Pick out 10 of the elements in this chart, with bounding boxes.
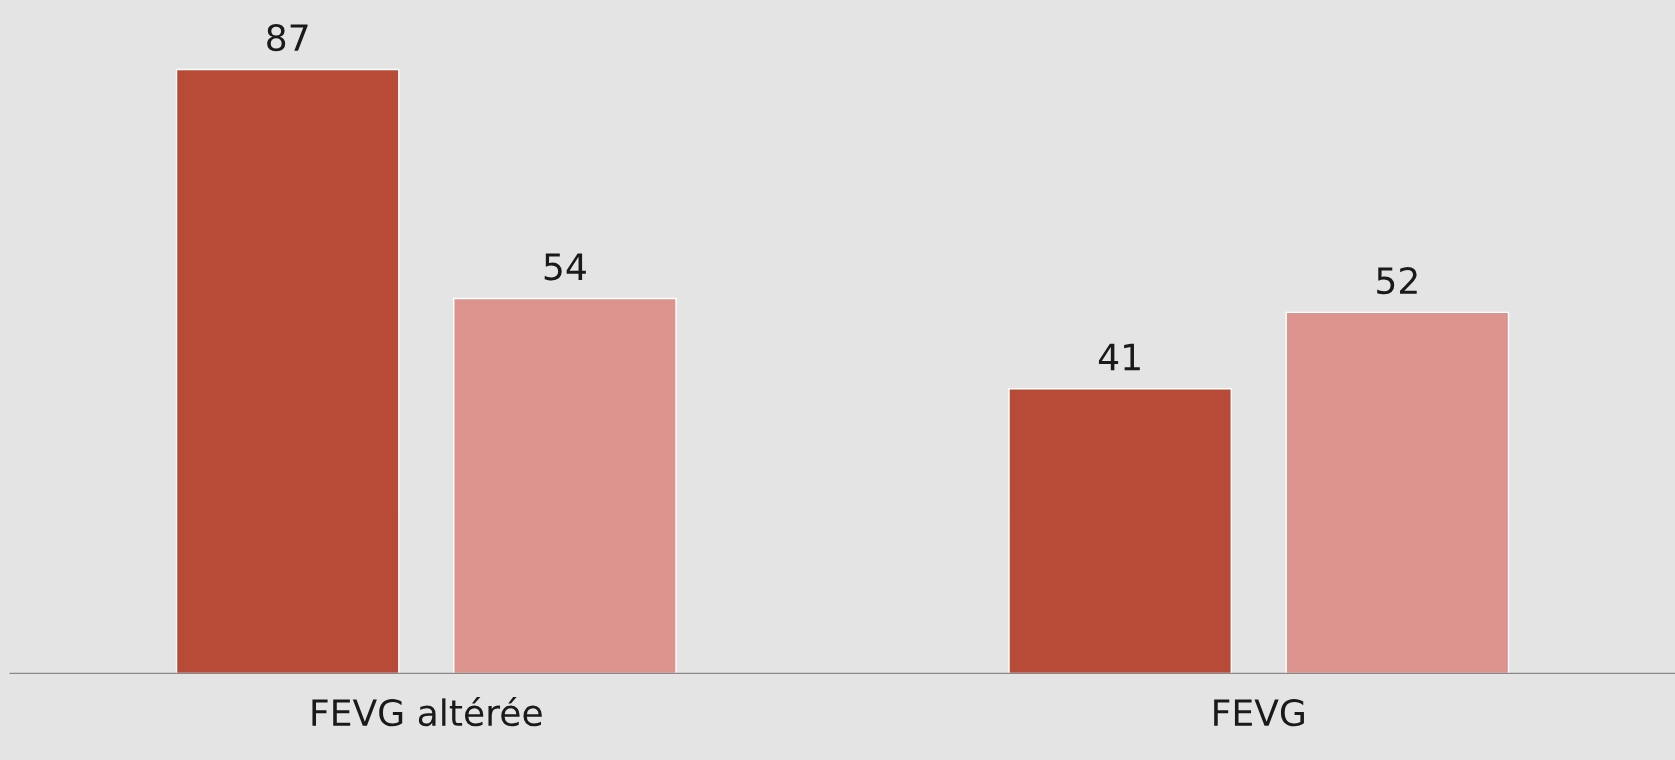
- data-label: 54: [544, 253, 586, 281]
- data-label: 52: [1377, 266, 1417, 295]
- x-tick-label: FEVG: [1214, 699, 1304, 727]
- bar: [453, 297, 677, 674]
- bar: [1008, 388, 1232, 674]
- data-label: 41: [1098, 343, 1140, 371]
- data-label: 87: [267, 24, 308, 52]
- bar: [175, 68, 400, 674]
- x-tick-label: FEVG altérée: [312, 696, 542, 727]
- bar: [1285, 311, 1510, 674]
